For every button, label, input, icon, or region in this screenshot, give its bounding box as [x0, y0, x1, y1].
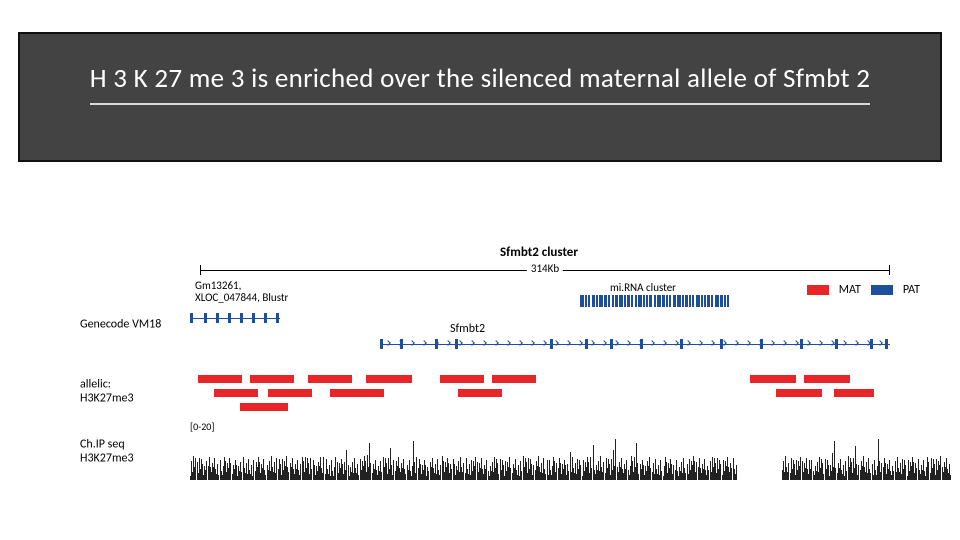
gm13261-label: Gm13261, XLOC_047844, Blustr: [195, 280, 288, 304]
allelic-bar: [214, 389, 258, 397]
row-label-chip-1: Ch.IP seq: [80, 438, 125, 451]
legend-pat-swatch: [871, 285, 893, 295]
chip-bar: [736, 465, 737, 480]
mirna-tick: [654, 295, 656, 307]
mirna-tick: [638, 295, 642, 307]
mirna-tick: [701, 295, 703, 307]
allelic-bar: [492, 375, 536, 383]
allelic-bar: [198, 375, 242, 383]
gm13261-label-line2: XLOC_047844, Blustr: [195, 292, 288, 304]
mirna-tick: [727, 295, 729, 307]
allelic-bar: [268, 389, 312, 397]
mirna-tick: [692, 295, 694, 307]
legend: MAT PAT: [807, 283, 920, 297]
mirna-tick: [585, 295, 587, 307]
mirna-tick: [627, 295, 630, 307]
legend-pat-label: PAT: [903, 283, 920, 297]
cluster-title: Sfmbt2 cluster: [500, 245, 578, 260]
mirna-tick: [689, 295, 691, 307]
sfmbt2-gene-model: [380, 337, 890, 351]
mirna-tick: [720, 295, 723, 307]
mirna-tick: [724, 295, 726, 307]
exon: [216, 313, 219, 323]
legend-mat-swatch: [807, 285, 829, 295]
allelic-bar: [804, 375, 850, 383]
mirna-tick: [615, 295, 618, 307]
mirna-cluster: [580, 295, 730, 307]
legend-mat-label: MAT: [839, 283, 861, 297]
exon: [228, 313, 231, 323]
mirna-tick: [635, 295, 637, 307]
mirna-tick: [662, 295, 665, 307]
exon: [204, 313, 207, 323]
slide-title: H 3 K 27 me 3 is enriched over the silen…: [90, 62, 871, 105]
mirna-tick: [682, 295, 684, 307]
title-banner: H 3 K 27 me 3 is enriched over the silen…: [18, 32, 942, 162]
mirna-tick: [596, 295, 598, 307]
scale-tick-right: [889, 265, 890, 275]
mirna-tick: [631, 295, 633, 307]
exon: [550, 339, 553, 349]
allelic-bar: [308, 375, 352, 383]
gm13261-gene-model: [190, 311, 280, 325]
exon: [190, 313, 193, 323]
exon: [264, 313, 267, 323]
allelic-bar: [240, 403, 288, 411]
mirna-tick: [715, 295, 719, 307]
exon: [885, 339, 888, 349]
mirna-tick: [707, 295, 710, 307]
exon: [276, 313, 279, 323]
allelic-bar: [834, 389, 874, 397]
scale-bar: 314Kb: [200, 265, 890, 275]
mirna-tick: [696, 295, 700, 307]
mirna-tick: [624, 295, 626, 307]
exon: [680, 339, 683, 349]
mirna-tick: [657, 295, 661, 307]
mirna-tick: [612, 295, 614, 307]
allelic-h3k27me3-track: [80, 375, 890, 415]
mirna-tick: [711, 295, 713, 307]
mirna-tick: [643, 295, 645, 307]
exon: [610, 339, 613, 349]
exon: [380, 339, 383, 349]
scale-label: 314Kb: [527, 262, 563, 275]
mirna-tick: [677, 295, 681, 307]
mirna-tick: [666, 295, 668, 307]
allelic-bar: [366, 375, 412, 383]
allelic-bar: [440, 375, 484, 383]
mirna-tick: [604, 295, 607, 307]
allelic-bar: [776, 389, 822, 397]
mirna-tick: [673, 295, 676, 307]
allelic-bar: [330, 389, 384, 397]
row-label-genecode: Genecode VM18: [80, 318, 161, 331]
sfmbt2-label: Sfmbt2: [450, 322, 485, 336]
chip-bar: [950, 475, 951, 480]
mirna-tick: [608, 295, 610, 307]
mirna-tick: [588, 295, 590, 307]
exon: [252, 313, 255, 323]
mirna-tick: [704, 295, 706, 307]
exon: [240, 313, 243, 323]
exon: [585, 339, 588, 349]
chipseq-track: [190, 435, 890, 480]
mirna-tick: [646, 295, 648, 307]
allelic-bar: [458, 389, 502, 397]
allelic-bar: [250, 375, 294, 383]
mirna-tick: [619, 295, 623, 307]
scale-tick-left: [200, 265, 201, 275]
mirna-tick: [592, 295, 595, 307]
allelic-bar: [750, 375, 796, 383]
genome-diagram: Sfmbt2 cluster 314Kb MAT PAT Genecode VM…: [80, 245, 910, 495]
mirna-tick: [669, 295, 671, 307]
row-label-chip-2: H3K27me3: [80, 452, 134, 465]
mirna-tick: [599, 295, 603, 307]
exon: [835, 339, 838, 349]
mirna-label: mi.RNA cluster: [610, 281, 676, 294]
exon: [870, 339, 873, 349]
mirna-tick: [580, 295, 584, 307]
exon: [800, 339, 803, 349]
mirna-tick: [649, 295, 652, 307]
chip-range-label: [0-20]: [190, 420, 214, 433]
mirna-tick: [685, 295, 688, 307]
